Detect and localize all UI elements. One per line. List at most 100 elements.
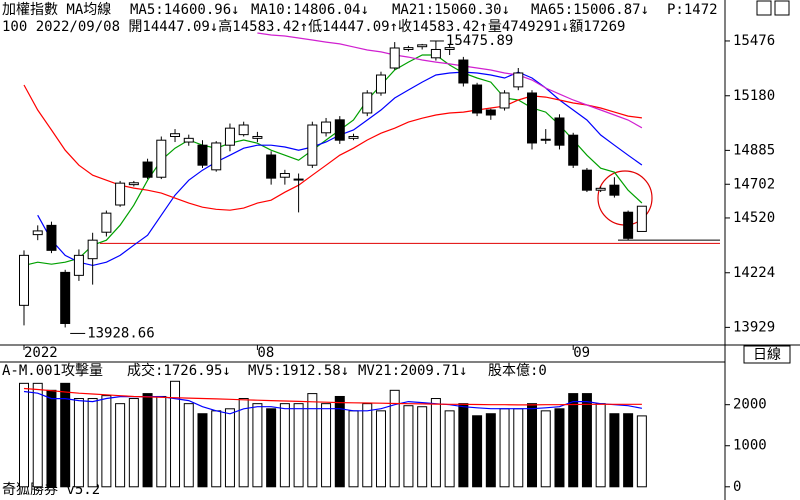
annotation: 13928.66: [87, 325, 154, 341]
volume-bar: [568, 393, 579, 488]
period-label: 日線: [753, 347, 781, 363]
candle-body: [499, 92, 510, 109]
candle-body: [197, 144, 208, 166]
volume-bar: [170, 380, 181, 488]
candle-body: [348, 135, 359, 139]
candle-body: [115, 182, 126, 206]
candle-body: [389, 47, 400, 69]
volume-bar: [32, 382, 43, 488]
y-tick-label: 14885: [733, 142, 775, 158]
candle-body: [595, 187, 606, 191]
candle-body: [485, 109, 496, 116]
candle-body: [472, 84, 483, 114]
volume-bar: [334, 395, 345, 488]
volume-bar: [527, 403, 538, 488]
volume-bar: [87, 398, 98, 488]
candle-body: [307, 124, 318, 166]
volume-bar: [266, 408, 277, 488]
candle-body: [19, 254, 29, 306]
volume-bar: [430, 398, 441, 488]
candle-body: [554, 117, 565, 146]
volume-bar: [636, 415, 647, 488]
volume-bar: [224, 408, 235, 488]
y-tick-label: 14702: [733, 176, 775, 192]
volume-bar: [417, 406, 428, 488]
volume-bar: [485, 413, 496, 488]
legend-entry: 成交:1726.95↓: [127, 362, 231, 379]
legend-extra: 股本億:0: [488, 363, 547, 379]
candle-body: [87, 239, 98, 260]
candle-body: [252, 135, 263, 139]
candle-body: [417, 44, 428, 48]
ma-line: [23, 84, 642, 211]
volume-bar: [595, 403, 606, 488]
volume-bar: [252, 403, 263, 488]
volume-bar: [375, 410, 386, 488]
volume-bar: [472, 415, 483, 488]
candle-body: [403, 47, 414, 50]
volume-bar: [238, 398, 249, 488]
volume-bar: [19, 382, 29, 488]
volume-bar: [581, 393, 592, 488]
annotation: 15475.89: [446, 33, 513, 49]
x-tick-label: 09: [573, 345, 590, 361]
legend-entry: MV21:2009.71↓: [358, 363, 468, 379]
volume-bar: [293, 403, 304, 488]
legend-entry: MV5:1912.58↓: [248, 363, 349, 379]
candle-body: [540, 138, 551, 141]
volume-bar: [60, 382, 71, 488]
y-tick-label: 2000: [733, 397, 767, 413]
volume-bar: [609, 413, 620, 488]
y-tick-label: 13929: [733, 319, 775, 335]
legend-entry: MA5:14600.96↓: [130, 2, 240, 18]
candle-body: [581, 169, 592, 191]
ma-line: [257, 32, 643, 129]
candle-body: [142, 161, 153, 178]
candle-body: [375, 74, 386, 94]
volume-bar: [499, 408, 510, 488]
candle-body: [293, 178, 304, 181]
volume-bar: [197, 413, 208, 488]
chart-subtitle: 100 2022/09/08 開14447.09↓高14583.42↑低1444…: [2, 18, 625, 35]
volume-bar: [321, 403, 332, 488]
volume-bar: [183, 403, 194, 488]
legend-entry: MA10:14806.04↓: [251, 2, 369, 18]
ma-line: [23, 387, 642, 406]
volume-bar: [101, 395, 112, 488]
candle-body: [46, 224, 57, 251]
volume-bar: [623, 413, 634, 488]
candle-body: [224, 127, 235, 146]
candle-body: [183, 137, 194, 143]
candle-body: [73, 254, 84, 276]
x-tick-label: 08: [257, 345, 274, 361]
candle-body: [32, 230, 43, 236]
candle-body: [211, 142, 222, 171]
window-button[interactable]: [774, 0, 790, 16]
legend-entry: MA21:15060.30↓: [392, 2, 510, 18]
candle-body: [430, 48, 441, 59]
candle-body: [170, 133, 181, 137]
y-tick-label: 0: [733, 479, 741, 495]
candle-body: [636, 205, 647, 232]
window-button[interactable]: [756, 0, 772, 16]
candle-body: [362, 92, 373, 114]
volume-bar: [362, 403, 373, 488]
volume-bar: [458, 403, 469, 488]
chart-title: A-M.001攻擊量: [2, 362, 103, 379]
candle-body: [527, 92, 538, 144]
y-tick-label: 14520: [733, 210, 775, 226]
volume-bar: [73, 398, 84, 488]
volume-bar: [115, 403, 126, 488]
candle-body: [238, 124, 249, 136]
volume-bar: [444, 410, 455, 488]
ma-line: [23, 54, 643, 266]
period-box[interactable]: [743, 345, 791, 364]
candle-body: [266, 154, 277, 179]
candle-body: [279, 173, 290, 178]
volume-bar: [128, 398, 139, 488]
candle-body: [623, 211, 634, 239]
volume-bar: [540, 410, 551, 488]
y-tick-label: 15476: [733, 33, 775, 49]
volume-bar: [348, 410, 359, 488]
